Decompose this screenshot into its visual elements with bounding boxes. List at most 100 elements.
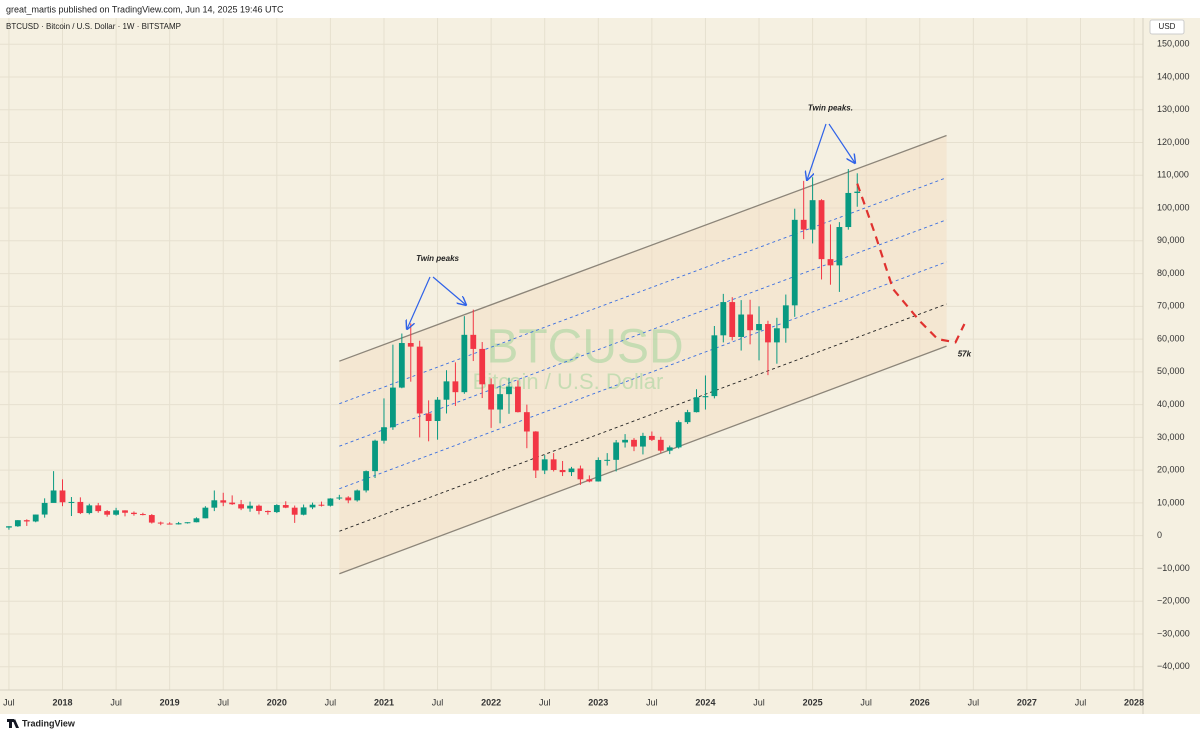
candle-body (595, 459, 602, 482)
y-tick-label: 80,000 (1157, 268, 1185, 278)
candle-body (238, 504, 245, 509)
candle-body (622, 439, 628, 443)
candle-body (613, 442, 620, 460)
candle-body (791, 219, 798, 306)
candle-body (166, 523, 173, 525)
y-tick-label: 150,000 (1157, 39, 1190, 49)
currency: USD (1159, 22, 1176, 31)
candle-body (381, 427, 387, 441)
channel-line (339, 261, 947, 490)
annotation: 57k (958, 349, 972, 358)
candle-body (291, 507, 298, 515)
candle-body (568, 468, 575, 473)
plot-area (0, 18, 1143, 690)
candle-body (229, 502, 236, 505)
symbol-title: BTCUSD · Bitcoin / U.S. Dollar · 1W · BI… (6, 22, 181, 31)
price-axis-bg (1143, 18, 1200, 714)
channel-line (339, 219, 947, 447)
candle-body (14, 520, 21, 527)
candle-body (720, 302, 727, 336)
y-tick-label: 140,000 (1157, 71, 1190, 81)
y-tick-label: 20,000 (1157, 465, 1185, 475)
y-tick-label: 60,000 (1157, 333, 1185, 343)
candle-body (747, 314, 753, 331)
candle-body (256, 505, 262, 511)
candle-body (532, 431, 539, 471)
header-bar (0, 0, 1200, 18)
candle-body (157, 522, 164, 524)
candle-body (309, 504, 316, 508)
grid (0, 18, 1143, 690)
y-tick-label: 0 (1157, 530, 1162, 540)
candle-body (193, 518, 200, 523)
candle-body (202, 507, 209, 519)
y-tick-label: 50,000 (1157, 366, 1185, 376)
candle-body (523, 412, 530, 432)
candle-body (854, 191, 861, 193)
y-tick-label: −20,000 (1157, 596, 1190, 606)
candle-body (657, 439, 664, 451)
candle-body (497, 394, 503, 410)
y-tick-label: 30,000 (1157, 432, 1185, 442)
footer-bar (0, 714, 1200, 732)
candle-body (773, 328, 780, 343)
forecast-path (856, 183, 966, 344)
channel-line (339, 303, 947, 532)
x-tick-label: Jul (1075, 697, 1087, 707)
candle-body (577, 468, 584, 480)
candle-body (809, 200, 816, 230)
publisher: great_martis published on TradingView.co… (6, 4, 284, 14)
y-tick-label: −10,000 (1157, 563, 1190, 573)
y-tick-label: 110,000 (1157, 170, 1189, 180)
x-tick-label: Jul (325, 697, 337, 707)
candle-body (738, 314, 745, 337)
annotation: Twin peaks (416, 254, 459, 263)
x-tick-label: Jul (646, 697, 658, 707)
candle-body (59, 490, 66, 503)
candle-body (693, 397, 700, 413)
y-tick-label: 40,000 (1157, 399, 1185, 409)
candle-body (175, 523, 182, 525)
candle-body (702, 396, 709, 398)
candle-body (318, 504, 325, 506)
candle-body (845, 192, 852, 228)
candle-body (550, 459, 557, 470)
candle-body (416, 346, 423, 414)
x-tick-label: 2021 (374, 697, 394, 707)
candle-body (211, 500, 218, 508)
annotations: Twin peaks Twin peaks. 57k (416, 104, 971, 359)
candle-body (425, 413, 432, 422)
candle-body (729, 302, 736, 337)
candle-body (345, 497, 352, 501)
candle-body (122, 510, 128, 513)
candle-body (68, 501, 75, 503)
annotation: Twin peaks. (808, 104, 853, 113)
candle-body (247, 505, 253, 509)
candle-body (488, 384, 495, 410)
candle-body (470, 334, 477, 349)
candle-body (640, 435, 646, 447)
y-tick-label: −40,000 (1157, 661, 1190, 671)
candle-body (398, 343, 405, 388)
candles (6, 169, 861, 530)
arrow (407, 276, 431, 329)
candle-body (515, 386, 521, 413)
candle-body (336, 497, 343, 499)
candle-body (23, 520, 30, 522)
candle-body (327, 498, 334, 506)
y-tick-label: 70,000 (1157, 301, 1185, 311)
candle-body (756, 324, 762, 331)
candle-body (648, 435, 655, 440)
candle-body (282, 505, 289, 508)
candle-body (711, 335, 718, 397)
candle-body (452, 381, 459, 393)
candle-body (86, 505, 93, 514)
channel-line (339, 345, 947, 575)
x-tick-label: 2019 (160, 697, 180, 707)
candle-body (148, 515, 155, 523)
x-tick-label: Jul (968, 697, 980, 707)
watermark-title: BTCUSD (486, 321, 683, 374)
candle-body (139, 514, 146, 516)
x-tick-label: 2025 (803, 697, 823, 707)
